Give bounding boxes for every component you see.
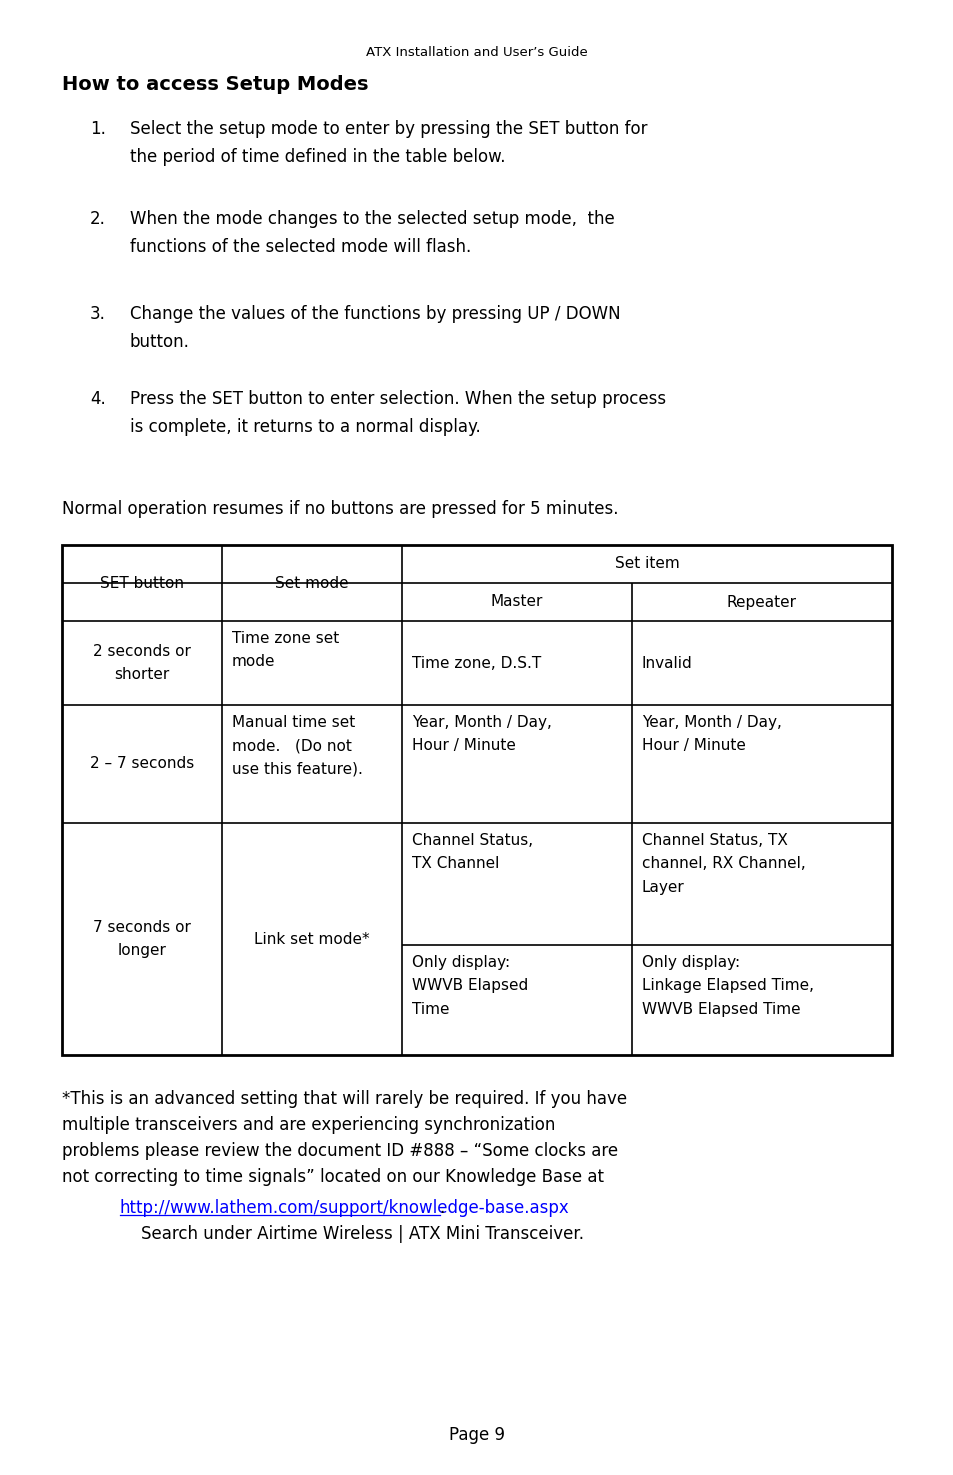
- Text: Only display:
Linkage Elapsed Time,
WWVB Elapsed Time: Only display: Linkage Elapsed Time, WWVB…: [641, 954, 813, 1016]
- Text: Page 9: Page 9: [449, 1426, 504, 1444]
- Text: Normal operation resumes if no buttons are pressed for 5 minutes.: Normal operation resumes if no buttons a…: [62, 500, 618, 518]
- Text: Change the values of the functions by pressing UP / DOWN
button.: Change the values of the functions by pr…: [130, 305, 620, 351]
- Text: 4.: 4.: [90, 389, 106, 409]
- Text: Set item: Set item: [614, 556, 679, 571]
- Text: Select the setup mode to enter by pressing the SET button for
the period of time: Select the setup mode to enter by pressi…: [130, 119, 647, 165]
- Text: problems please review the document ID #888 – “Some clocks are: problems please review the document ID #…: [62, 1142, 618, 1159]
- Text: http://www.lathem.com/support/knowledge-base.aspx: http://www.lathem.com/support/knowledge-…: [120, 1199, 569, 1217]
- Text: Only display:
WWVB Elapsed
Time: Only display: WWVB Elapsed Time: [412, 954, 528, 1016]
- Text: SET button: SET button: [100, 575, 184, 590]
- Text: Press the SET button to enter selection. When the setup process
is complete, it : Press the SET button to enter selection.…: [130, 389, 665, 435]
- Text: When the mode changes to the selected setup mode,  the
functions of the selected: When the mode changes to the selected se…: [130, 209, 614, 255]
- Text: *This is an advanced setting that will rarely be required. If you have: *This is an advanced setting that will r…: [62, 1090, 626, 1108]
- Text: not correcting to time signals” located on our Knowledge Base at: not correcting to time signals” located …: [62, 1168, 603, 1186]
- Text: Channel Status, TX
channel, RX Channel,
Layer: Channel Status, TX channel, RX Channel, …: [641, 833, 805, 895]
- Text: Search under Airtime Wireless | ATX Mini Transceiver.: Search under Airtime Wireless | ATX Mini…: [120, 1226, 583, 1243]
- Text: Repeater: Repeater: [726, 594, 796, 609]
- Bar: [62, 544, 891, 1055]
- Text: ATX Installation and User’s Guide: ATX Installation and User’s Guide: [366, 46, 587, 59]
- Text: Time zone set
mode: Time zone set mode: [232, 631, 339, 670]
- Text: 2 seconds or
shorter: 2 seconds or shorter: [93, 643, 191, 683]
- Text: 2.: 2.: [90, 209, 106, 229]
- Text: Time zone, D.S.T: Time zone, D.S.T: [412, 655, 540, 671]
- Text: .: .: [439, 1199, 444, 1217]
- Text: multiple transceivers and are experiencing synchronization: multiple transceivers and are experienci…: [62, 1117, 555, 1134]
- Text: 2 – 7 seconds: 2 – 7 seconds: [90, 757, 193, 771]
- Text: Channel Status,
TX Channel: Channel Status, TX Channel: [412, 833, 533, 872]
- Text: Year, Month / Day,
Hour / Minute: Year, Month / Day, Hour / Minute: [412, 715, 551, 754]
- Text: Invalid: Invalid: [641, 655, 692, 671]
- Text: 3.: 3.: [90, 305, 106, 323]
- Text: 1.: 1.: [90, 119, 106, 139]
- Text: Year, Month / Day,
Hour / Minute: Year, Month / Day, Hour / Minute: [641, 715, 781, 754]
- Text: Link set mode*: Link set mode*: [253, 932, 370, 947]
- Text: Set mode: Set mode: [274, 575, 349, 590]
- Text: How to access Setup Modes: How to access Setup Modes: [62, 75, 368, 94]
- Text: 7 seconds or
longer: 7 seconds or longer: [93, 920, 191, 959]
- Text: Master: Master: [490, 594, 542, 609]
- Text: Manual time set
mode.   (Do not
use this feature).: Manual time set mode. (Do not use this f…: [232, 715, 362, 777]
